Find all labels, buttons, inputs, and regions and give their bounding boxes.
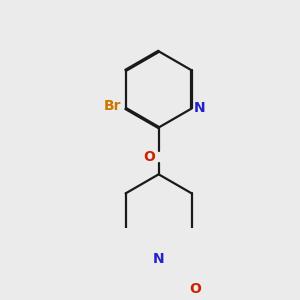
Text: N: N (153, 252, 164, 266)
Text: O: O (189, 282, 201, 296)
Text: O: O (143, 150, 155, 164)
Text: Br: Br (104, 99, 121, 113)
Text: N: N (194, 101, 205, 116)
